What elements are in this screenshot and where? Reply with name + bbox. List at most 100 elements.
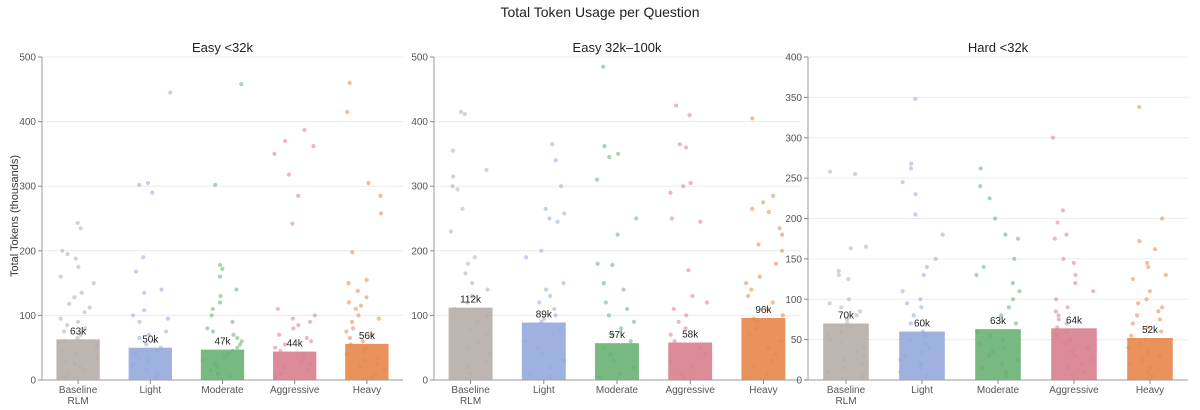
data-point	[689, 364, 694, 370]
data-point	[1130, 276, 1136, 282]
data-point	[95, 345, 100, 350]
data-point	[230, 319, 235, 324]
data-point	[975, 329, 980, 334]
x-tick-label: Light	[911, 385, 933, 396]
data-point	[60, 248, 65, 253]
data-point	[220, 266, 225, 271]
x-tick-label: Baseline	[59, 385, 98, 396]
data-point	[237, 342, 243, 347]
data-point	[1054, 297, 1059, 302]
data-point	[231, 332, 236, 337]
data-point	[1052, 236, 1057, 241]
data-point	[541, 316, 546, 321]
data-point	[275, 306, 280, 312]
y-tick-label: 350	[785, 93, 802, 104]
data-point	[370, 374, 375, 379]
data-point	[66, 371, 72, 376]
data-point	[366, 180, 371, 186]
data-point	[898, 369, 903, 375]
data-point	[920, 329, 926, 334]
data-point	[1070, 349, 1075, 354]
data-point	[594, 177, 600, 182]
data-point	[299, 358, 304, 363]
data-point	[668, 358, 673, 363]
data-point	[1163, 272, 1168, 278]
data-point	[1073, 272, 1078, 278]
data-point	[619, 326, 624, 331]
data-point	[137, 335, 142, 341]
data-point	[1061, 256, 1066, 261]
data-point	[779, 248, 785, 253]
data-point	[1003, 232, 1008, 237]
data-point	[684, 313, 689, 318]
data-point	[1000, 361, 1005, 366]
bar-value-label: 60k	[914, 319, 931, 330]
data-point	[606, 313, 611, 318]
data-point	[900, 180, 905, 185]
data-point	[364, 295, 369, 300]
data-point	[905, 301, 910, 306]
chart-panel-3: Hard <32k 0 50 100 150 200 250 300 350 400 70k Base…	[785, 40, 1188, 407]
data-point	[450, 184, 455, 189]
data-point	[684, 145, 689, 150]
bar	[823, 323, 869, 380]
data-point	[363, 345, 369, 350]
data-point	[60, 348, 65, 354]
bar	[975, 329, 1021, 380]
data-point	[62, 374, 67, 379]
bar-value-label: 63k	[990, 316, 1007, 327]
data-point	[1055, 325, 1060, 330]
data-point	[1010, 281, 1015, 286]
data-point	[136, 355, 142, 360]
data-point	[978, 166, 983, 171]
data-point	[463, 271, 468, 276]
y-tick-label: 300	[19, 182, 36, 193]
data-point	[681, 374, 686, 379]
data-point	[668, 332, 673, 337]
data-point	[469, 293, 474, 299]
data-point	[273, 374, 278, 379]
data-point	[302, 127, 307, 133]
data-point	[230, 348, 235, 354]
data-point	[277, 332, 282, 337]
data-point	[919, 361, 924, 366]
data-point	[557, 326, 562, 331]
data-point	[296, 193, 301, 198]
data-point	[918, 365, 923, 370]
data-point	[1001, 345, 1006, 350]
data-point	[773, 352, 778, 357]
data-point	[234, 287, 239, 292]
data-point	[209, 313, 214, 318]
data-point	[141, 255, 146, 260]
data-point	[1006, 305, 1011, 310]
data-point	[1156, 309, 1161, 314]
data-point	[61, 329, 67, 334]
data-point	[1138, 341, 1143, 346]
data-point	[1143, 337, 1148, 342]
data-point	[987, 333, 992, 338]
y-tick-label: 400	[19, 117, 36, 128]
data-point	[222, 355, 227, 360]
data-point	[766, 209, 771, 215]
y-tick-label: 0	[796, 376, 802, 387]
data-point	[291, 326, 296, 331]
data-point	[487, 352, 493, 357]
data-point	[987, 353, 992, 358]
data-point	[825, 369, 831, 375]
data-point	[676, 319, 681, 324]
data-point	[998, 313, 1004, 318]
data-point	[286, 172, 292, 177]
data-point	[836, 272, 841, 278]
data-point	[907, 337, 912, 342]
data-point	[1013, 321, 1019, 326]
data-point	[549, 374, 554, 379]
data-point	[347, 335, 352, 341]
bar-value-label: 44k	[287, 339, 304, 350]
data-point	[290, 221, 295, 226]
data-point	[974, 272, 979, 278]
data-point	[687, 113, 692, 118]
panel-title: Easy 32k–100k	[573, 40, 662, 55]
data-point	[460, 206, 465, 211]
